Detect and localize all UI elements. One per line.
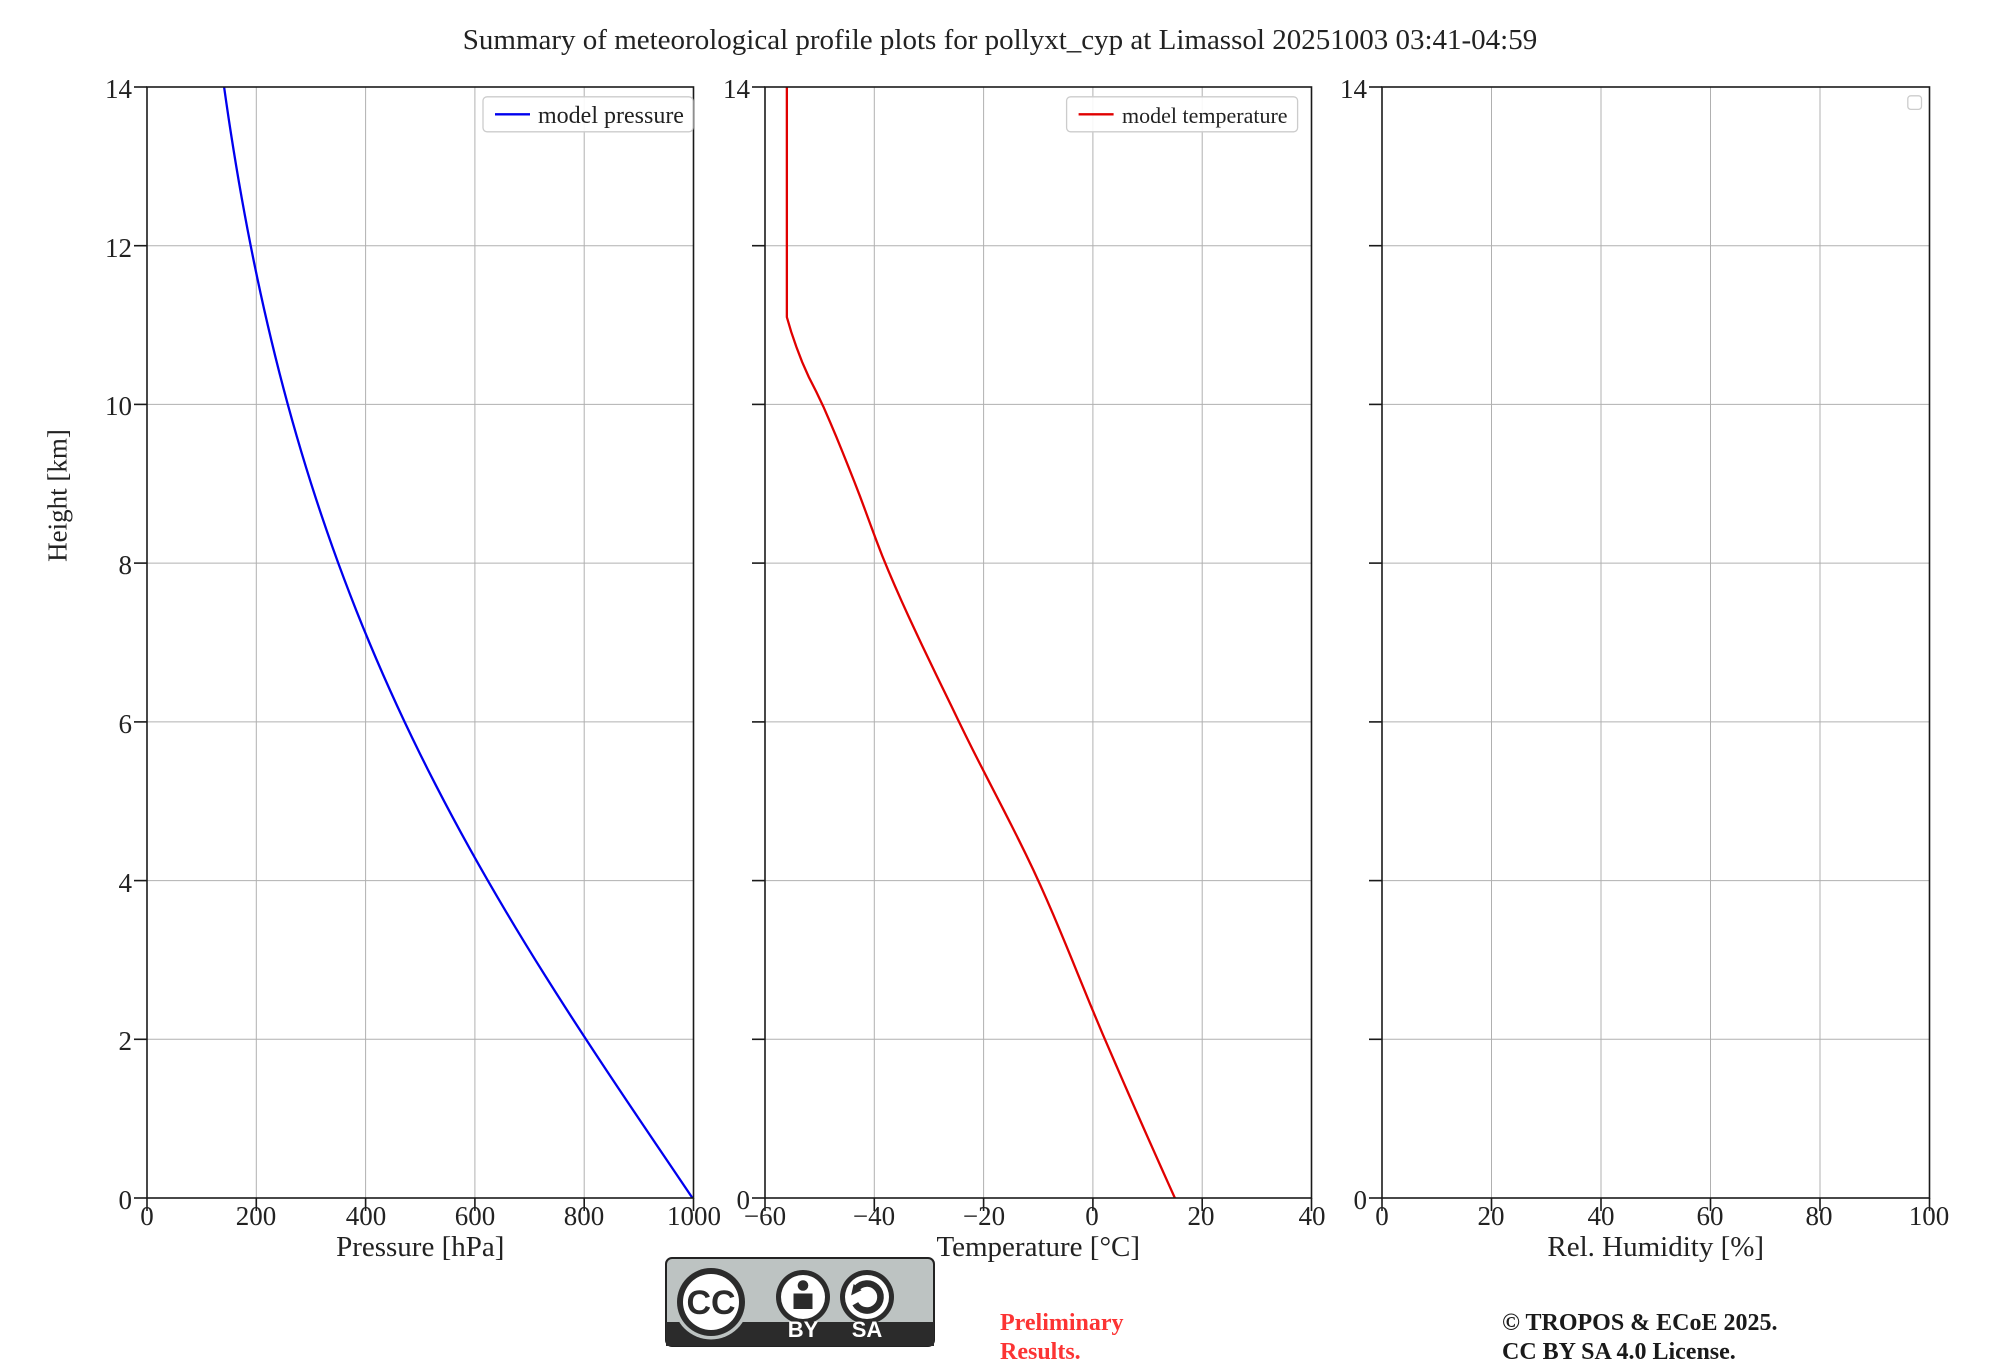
svg-text:SA: SA [852,1317,883,1342]
svg-text:BY: BY [788,1317,819,1342]
svg-text:CC: CC [686,1284,735,1322]
